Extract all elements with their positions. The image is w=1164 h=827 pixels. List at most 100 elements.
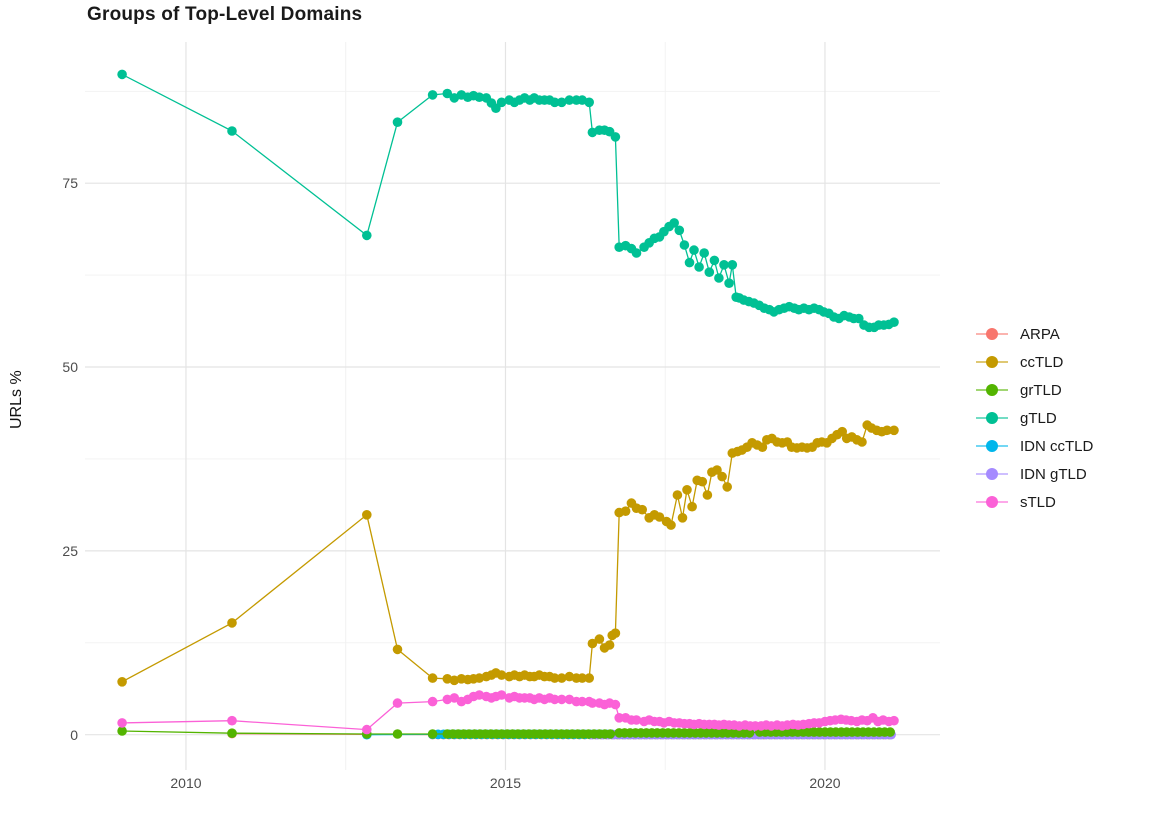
data-point — [227, 126, 237, 136]
data-point — [392, 698, 403, 708]
data-point — [727, 260, 738, 270]
data-point — [702, 490, 713, 500]
legend-item-label: IDN ccTLD — [1020, 437, 1094, 455]
legend-key-dot — [986, 412, 998, 424]
data-point — [392, 117, 403, 127]
data-point — [854, 313, 864, 324]
legend-item-sTLD: sTLD — [976, 488, 1093, 516]
data-point — [577, 673, 587, 683]
chart-title: Groups of Top-Level Domains — [87, 4, 363, 25]
data-point — [584, 97, 594, 108]
data-point — [631, 248, 642, 258]
data-point — [857, 437, 867, 447]
data-point — [427, 90, 438, 100]
data-point — [577, 696, 587, 707]
data-point — [610, 699, 621, 710]
data-point — [362, 510, 372, 520]
y-tick-label-50: 50 — [62, 359, 78, 376]
data-point — [722, 482, 732, 492]
data-point — [719, 260, 729, 270]
data-point — [885, 727, 895, 737]
legend-item-IDN-ccTLD: IDN ccTLD — [976, 432, 1093, 460]
legend-item-grTLD: grTLD — [976, 376, 1093, 404]
data-point — [549, 673, 560, 683]
data-point — [620, 506, 631, 516]
legend-key-dot — [986, 496, 998, 508]
legend-item-ccTLD: ccTLD — [976, 348, 1093, 376]
series-line — [121, 424, 894, 683]
legend-item-label: sTLD — [1020, 493, 1056, 511]
series-gTLD — [117, 69, 899, 333]
y-tick-label-0: 0 — [70, 726, 78, 743]
data-point — [757, 442, 768, 453]
legend-key-dot — [986, 440, 998, 452]
data-point — [117, 726, 127, 736]
data-point — [496, 670, 507, 680]
legend-item-label: IDN gTLD — [1020, 465, 1087, 483]
data-point — [556, 694, 567, 705]
legend-key-dot — [986, 328, 998, 340]
data-point — [674, 225, 685, 236]
legend-key-dot — [986, 468, 998, 480]
data-point — [604, 640, 615, 650]
data-point — [227, 618, 237, 628]
data-point — [474, 92, 485, 102]
data-point — [549, 694, 560, 705]
data-point — [712, 465, 722, 475]
x-tick-label-2015: 2015 — [489, 775, 522, 791]
legend-key-icon — [976, 327, 1008, 341]
legend-key-icon — [976, 495, 1008, 509]
x-tick-label-2010: 2010 — [170, 775, 202, 791]
data-point — [682, 485, 692, 495]
legend-key-icon — [976, 411, 1008, 425]
data-point — [637, 504, 647, 515]
legend-key-dot — [986, 356, 998, 368]
y-tick-label-75: 75 — [62, 175, 78, 192]
data-point — [556, 673, 567, 683]
legend-item-IDN-gTLD: IDN gTLD — [976, 460, 1093, 488]
data-point — [556, 97, 567, 108]
legend-key-dot — [986, 384, 998, 396]
data-point — [564, 95, 575, 105]
data-point — [227, 715, 237, 726]
data-point — [117, 69, 127, 80]
data-point — [744, 728, 755, 738]
data-point — [610, 628, 621, 638]
legend-item-label: grTLD — [1020, 381, 1062, 399]
data-point — [427, 729, 438, 739]
data-point — [889, 425, 899, 436]
data-point — [392, 644, 403, 655]
legend: ARPA ccTLD grTLD gTLD IDN ccTLD IDN gTLD sTLD — [976, 320, 1093, 516]
x-tick-label-2020: 2020 — [809, 775, 841, 791]
data-point — [889, 715, 899, 726]
data-point — [610, 132, 621, 142]
data-point — [587, 638, 598, 649]
legend-item-label: ccTLD — [1020, 353, 1064, 371]
legend-item-label: gTLD — [1020, 409, 1057, 427]
data-point — [654, 512, 665, 522]
data-point — [117, 718, 127, 728]
legend-key-icon — [976, 355, 1008, 369]
data-point — [392, 729, 403, 739]
data-point — [549, 97, 560, 108]
data-point — [496, 97, 507, 108]
data-point — [669, 218, 679, 228]
data-point — [882, 425, 892, 436]
data-point — [714, 273, 724, 283]
data-point — [724, 278, 734, 289]
data-point — [587, 698, 598, 708]
series-ccTLD — [117, 420, 899, 687]
y-tick-label-25: 25 — [62, 542, 78, 559]
data-point — [684, 257, 695, 268]
data-point — [594, 634, 605, 644]
data-point — [677, 513, 688, 523]
data-point — [605, 729, 616, 739]
data-point — [704, 267, 715, 278]
data-point — [427, 673, 438, 683]
data-point — [679, 240, 690, 250]
legend-key-icon — [976, 467, 1008, 481]
data-point — [631, 715, 642, 725]
data-point — [449, 693, 460, 703]
data-point — [117, 677, 127, 687]
